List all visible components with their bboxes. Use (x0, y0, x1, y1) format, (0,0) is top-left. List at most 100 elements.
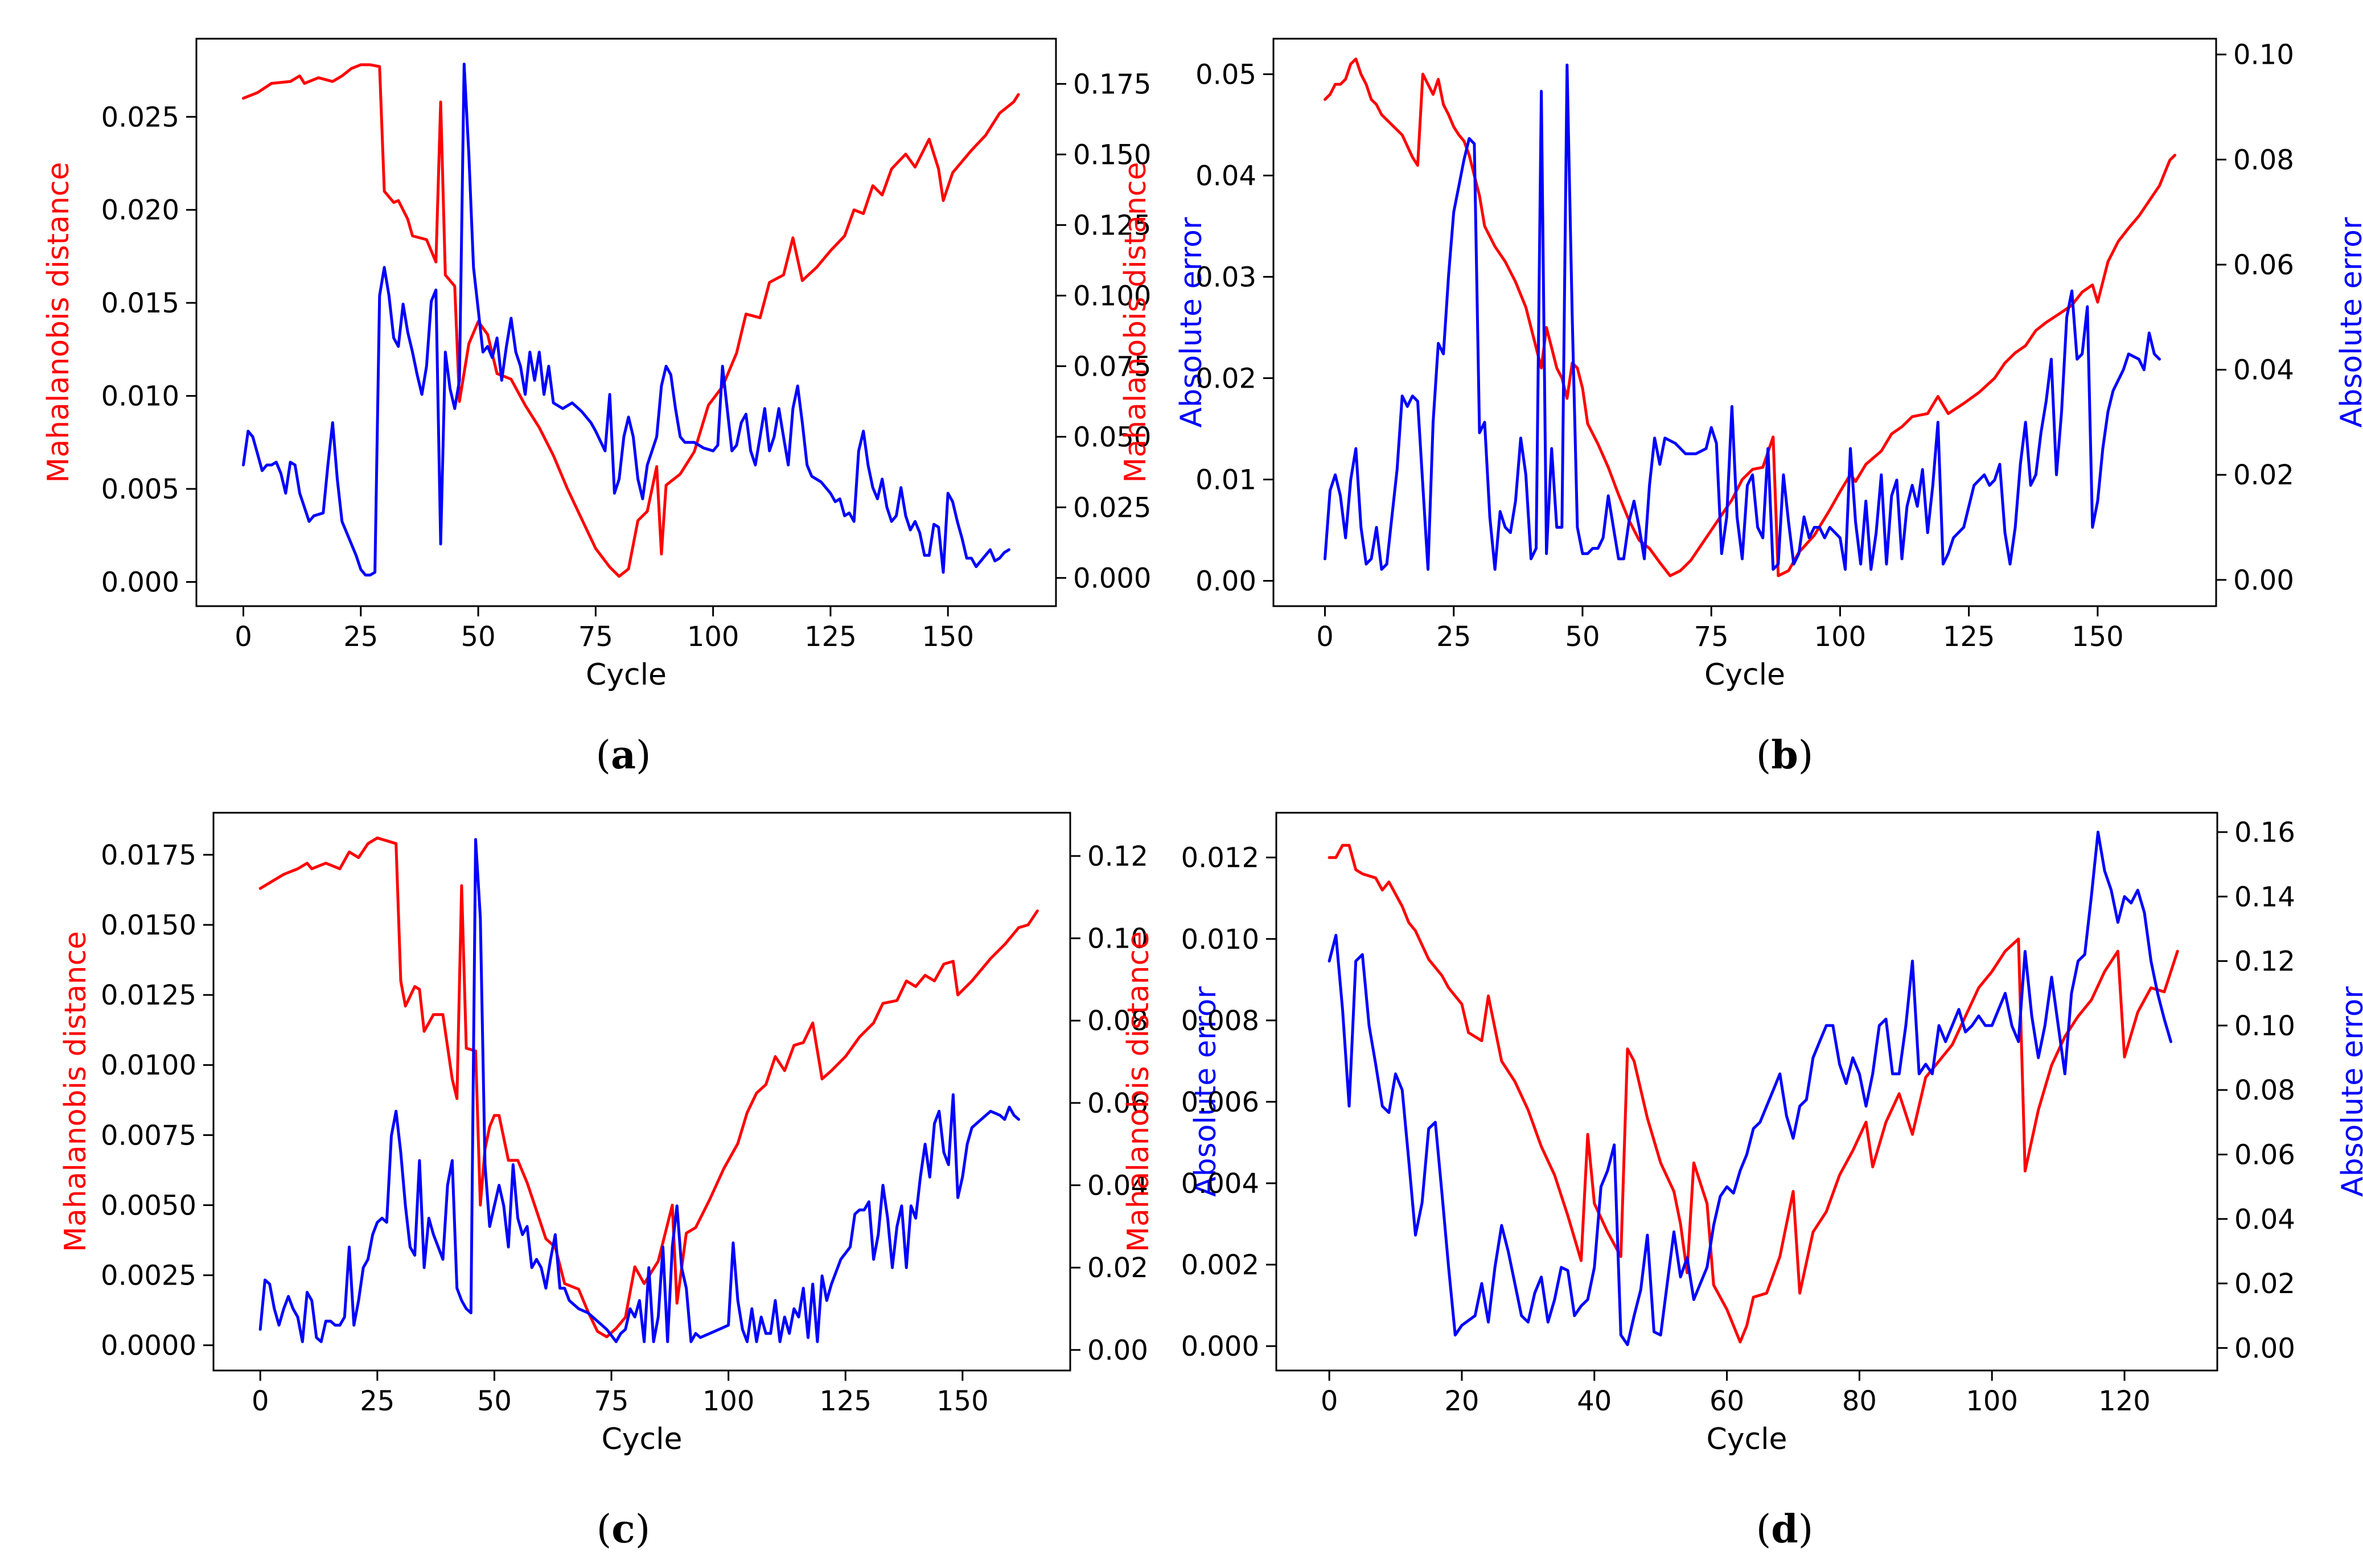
x-tick-label: 150 (2072, 621, 2124, 653)
x-tick-label: 0 (235, 621, 252, 653)
y-left-tick-label: 0.0125 (101, 980, 196, 1011)
x-tick-label: 100 (1814, 621, 1867, 653)
caption-open-paren: ( (595, 733, 611, 778)
x-tick-label: 75 (1694, 621, 1729, 653)
caption-close-paren: ) (1798, 1507, 1814, 1552)
y-right-tick-label: 0.000 (1073, 562, 1151, 594)
caption-letter: a (611, 732, 636, 778)
y-right-tick-label: 0.175 (1073, 68, 1151, 100)
y-right-tick-label: 0.04 (2233, 355, 2294, 386)
y-left-axis-title: Mahalanobis distance (42, 162, 76, 483)
y-right-tick-label: 0.050 (1073, 421, 1151, 453)
y-left-tick-label: 0.0075 (101, 1120, 196, 1151)
x-tick-label: 50 (477, 1385, 512, 1417)
y-left-tick-label: 0.025 (101, 101, 179, 133)
series-line-absolute-error-c (258, 838, 1020, 1343)
y-right-tick-label: 0.00 (2234, 1332, 2295, 1364)
y-right-tick-label: 0.10 (2234, 1010, 2295, 1042)
y-left-tick-label: 0.00 (1195, 565, 1256, 597)
x-tick-label: 0 (1321, 1385, 1338, 1417)
plot-frame-c (212, 812, 1071, 1372)
y-right-axis-title: Absolute error (2336, 986, 2363, 1197)
y-right-tick-label: 0.06 (1087, 1088, 1148, 1120)
x-tick-label: 60 (1709, 1385, 1744, 1417)
x-tick-label: 125 (819, 1385, 872, 1417)
y-left-tick-label: 0.0175 (101, 839, 196, 871)
x-tick-label: 100 (687, 621, 739, 653)
y-right-axis-title: Absolute error (2335, 217, 2363, 427)
y-right-tick-label: 0.025 (1073, 492, 1151, 524)
x-tick-label: 75 (578, 621, 613, 653)
x-tick-label: 50 (1565, 621, 1600, 653)
y-left-tick-label: 0.010 (1181, 924, 1259, 956)
y-right-tick-label: 0.02 (2234, 1268, 2295, 1300)
y-left-axis-title: Mahalanobis distance (1121, 931, 1156, 1252)
y-left-tick-label: 0.002 (1181, 1249, 1259, 1281)
x-tick-label: 125 (804, 621, 857, 653)
caption-letter: d (1771, 1507, 1798, 1552)
series-line-mahalanobis-a (242, 63, 1020, 578)
panel-caption-a: (a) (595, 732, 651, 778)
chart-panel-c: 0 25 50 75 100 125 150 0.0000 0.0025 0.0050 0.0075… (59, 812, 1223, 1552)
y-left-tick-label: 0.004 (1181, 1168, 1259, 1200)
y-right-tick-label: 0.08 (2234, 1075, 2295, 1106)
y-left-tick-label: 0.0025 (101, 1260, 196, 1292)
y-right-tick-label: 0.10 (2233, 39, 2294, 71)
caption-close-paren: ) (636, 733, 651, 778)
x-tick-label: 100 (702, 1385, 755, 1417)
y-left-tick-label: 0.05 (1195, 59, 1256, 90)
y-right-tick-label: 0.00 (2233, 565, 2294, 596)
series-line-mahalanobis-c (258, 836, 1039, 1339)
x-tick-label: 150 (922, 621, 974, 653)
y-left-tick-label: 0.02 (1195, 363, 1256, 394)
caption-open-paren: ( (1756, 733, 1772, 778)
x-tick-label: 20 (1444, 1385, 1479, 1417)
y-right-tick-label: 0.150 (1073, 139, 1151, 171)
x-tick-label: 120 (2098, 1385, 2151, 1417)
plot-frame-b (1272, 38, 2217, 607)
x-tick-label: 0 (1316, 621, 1334, 653)
x-tick-label: 0 (252, 1385, 269, 1417)
y-right-tick-label: 0.08 (2233, 144, 2294, 176)
x-tick-label: 100 (1966, 1385, 2018, 1417)
y-right-axis-title: Absolute error (1189, 986, 1223, 1197)
y-right-tick-label: 0.075 (1073, 351, 1151, 382)
caption-letter: c (611, 1507, 635, 1552)
y-right-tick-label: 0.04 (2234, 1204, 2295, 1236)
x-tick-label: 125 (1943, 621, 1995, 653)
y-right-tick-label: 0.125 (1073, 209, 1151, 241)
caption-letter: b (1771, 732, 1798, 778)
y-left-tick-label: 0.010 (101, 381, 179, 413)
caption-open-paren: ( (1756, 1507, 1772, 1552)
y-right-tick-label: 0.100 (1073, 280, 1151, 312)
y-left-tick-label: 0.005 (101, 474, 179, 505)
chart-panel-d: 0 20 40 60 80 100 120 0.000 0.002 0.004 0.006 0.008… (1121, 812, 2363, 1552)
chart-panel-b: 0 25 50 75 100 125 150 0.00 0.01 0.02 0.03 0.04 0.05… (1119, 38, 2363, 778)
y-right-tick-label: 0.00 (1087, 1335, 1148, 1367)
x-tick-label: 25 (343, 621, 378, 653)
y-left-axis-title: Mahalanobis distance (1119, 162, 1153, 483)
y-left-tick-label: 0.020 (101, 195, 179, 227)
y-right-tick-label: 0.06 (2233, 249, 2294, 281)
y-left-tick-label: 0.0000 (101, 1330, 196, 1362)
y-left-tick-label: 0.01 (1195, 464, 1256, 496)
y-left-tick-label: 0.0150 (101, 909, 196, 941)
panel-caption-b: (b) (1756, 732, 1814, 778)
panel-caption-c: (c) (597, 1507, 650, 1552)
series-line-absolute-error-a (242, 63, 1010, 577)
x-tick-label: 75 (594, 1385, 629, 1417)
y-left-tick-label: 0.000 (101, 567, 179, 599)
y-left-tick-label: 0.000 (1181, 1331, 1259, 1363)
y-left-tick-label: 0.0100 (101, 1050, 196, 1081)
y-left-tick-label: 0.015 (101, 287, 179, 319)
caption-close-paren: ) (635, 1507, 651, 1552)
x-tick-label: 40 (1577, 1385, 1612, 1417)
y-left-tick-label: 0.012 (1181, 842, 1259, 874)
y-left-tick-label: 0.03 (1195, 261, 1256, 293)
y-left-tick-label: 0.008 (1181, 1005, 1259, 1037)
x-tick-label: 25 (1436, 621, 1471, 653)
y-right-tick-label: 0.04 (1087, 1170, 1148, 1202)
panel-caption-d: (d) (1756, 1507, 1814, 1552)
